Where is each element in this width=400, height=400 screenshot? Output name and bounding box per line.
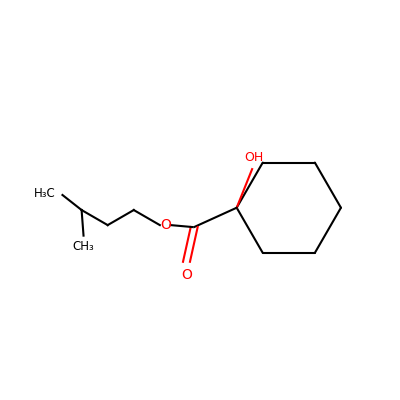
Text: OH: OH	[244, 152, 264, 164]
Text: O: O	[181, 268, 192, 282]
Text: H₃C: H₃C	[34, 187, 56, 200]
Text: CH₃: CH₃	[73, 240, 94, 253]
Text: O: O	[160, 218, 171, 232]
